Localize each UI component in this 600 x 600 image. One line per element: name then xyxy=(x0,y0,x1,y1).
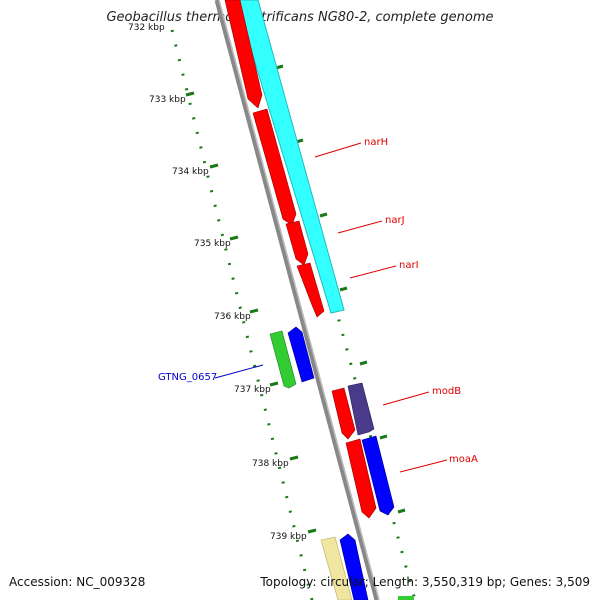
scale-label: 734 kbp xyxy=(172,167,209,177)
scale-tick xyxy=(185,91,195,97)
gene-fragment-green xyxy=(398,596,414,600)
gene-label-narJ: narJ xyxy=(385,215,405,226)
scale-ticks xyxy=(185,64,406,534)
gene-label-GTNG_0657: GTNG_0657 xyxy=(158,372,217,383)
scale-tick xyxy=(209,163,219,169)
scale-label: 733 kbp xyxy=(149,95,186,105)
gene-arrow-narJ xyxy=(285,220,309,266)
red-gene-cluster xyxy=(224,0,325,318)
gene-label-moaA: moaA xyxy=(449,454,478,465)
cyan-feature-band xyxy=(235,0,345,314)
scale-label: 732 kbp xyxy=(128,23,165,33)
gene-arrow-narH xyxy=(252,108,297,226)
gene-label-modB: modB xyxy=(432,386,461,397)
scale-label: 738 kbp xyxy=(252,459,289,469)
scale-tick xyxy=(289,455,299,461)
gene-arrow-red xyxy=(345,438,377,519)
gene-label-narH: narH xyxy=(364,137,388,148)
gene-arrow-narI xyxy=(296,262,325,318)
genome-summary-text: Topology: circular; Length: 3,550,319 bp… xyxy=(260,575,590,589)
genome-backbone xyxy=(214,0,380,600)
gene-arrow-red xyxy=(331,387,356,440)
callout-lines xyxy=(214,142,448,473)
map-title: Geobacillus thermodenitrificans NG80-2, … xyxy=(106,10,494,25)
scale-tick xyxy=(269,381,279,387)
gene-arrow-blue xyxy=(339,533,369,600)
gene-label-narI: narI xyxy=(399,260,419,271)
scale-tick xyxy=(229,235,239,241)
scale-label: 739 kbp xyxy=(270,532,307,542)
gene-arrow xyxy=(224,0,263,109)
accession-text: Accession: NC_009328 xyxy=(9,575,146,589)
gene-arrow-green xyxy=(269,330,297,389)
gene-arrow-modB xyxy=(347,382,375,436)
scale-label: 736 kbp xyxy=(214,312,251,322)
gene-arrow-GTNG_0657 xyxy=(287,326,315,383)
scale-label: 735 kbp xyxy=(194,239,231,249)
gene-arrow-tan xyxy=(320,536,353,600)
gene-arrow-moaA xyxy=(361,435,395,516)
scale-tick xyxy=(249,308,259,314)
scale-tick xyxy=(307,528,317,534)
scale-label: 737 kbp xyxy=(234,385,271,395)
